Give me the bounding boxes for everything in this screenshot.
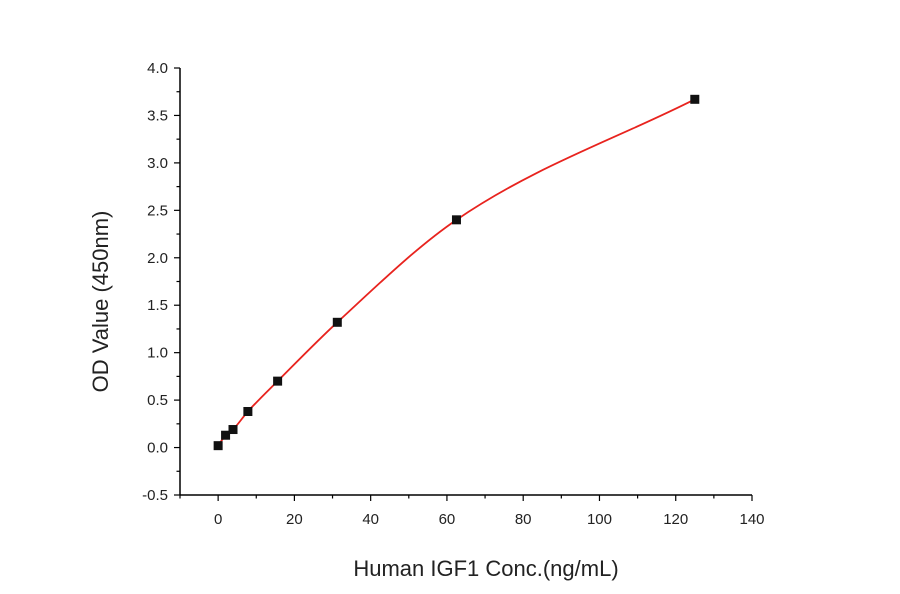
y-axis-title: OD Value (450nm) [88, 211, 113, 393]
data-point [228, 425, 238, 435]
x-tick-label: 120 [663, 511, 688, 528]
axes [179, 68, 752, 496]
data-points [213, 94, 700, 451]
data-point [213, 441, 223, 451]
x-tick-label: 20 [286, 511, 303, 528]
data-point [221, 430, 231, 440]
x-axis-ticks: 0 20 40 60 80 100 120 140 [179, 495, 765, 528]
y-tick-label: 0.5 [147, 392, 168, 409]
y-tick-label: 2.0 [147, 250, 168, 267]
y-tick-label: 0.0 [147, 440, 168, 457]
x-tick-label: 40 [362, 511, 379, 528]
y-tick-label: 1.0 [147, 345, 168, 362]
y-axis-ticks: -0.5 0.0 0.5 1.0 1.5 2.0 2.5 3.0 3.5 4.0 [142, 60, 180, 504]
data-point [332, 317, 342, 327]
data-point [243, 406, 253, 416]
x-tick-label: 60 [439, 511, 456, 528]
x-tick-label: 80 [515, 511, 532, 528]
fit-curve-line [217, 98, 696, 447]
y-tick-label: -0.5 [142, 487, 168, 504]
x-axis-title: Human IGF1 Conc.(ng/mL) [353, 556, 618, 581]
x-tick-label: 0 [214, 511, 222, 528]
y-tick-label: 3.5 [147, 107, 168, 124]
x-tick-label: 100 [587, 511, 612, 528]
y-tick-label: 3.0 [147, 155, 168, 172]
x-tick-label: 140 [739, 511, 764, 528]
y-tick-label: 4.0 [147, 60, 168, 77]
y-tick-label: 1.5 [147, 297, 168, 314]
y-tick-label: 2.5 [147, 202, 168, 219]
data-point [690, 94, 700, 104]
data-point [451, 215, 461, 225]
data-point [273, 376, 283, 386]
